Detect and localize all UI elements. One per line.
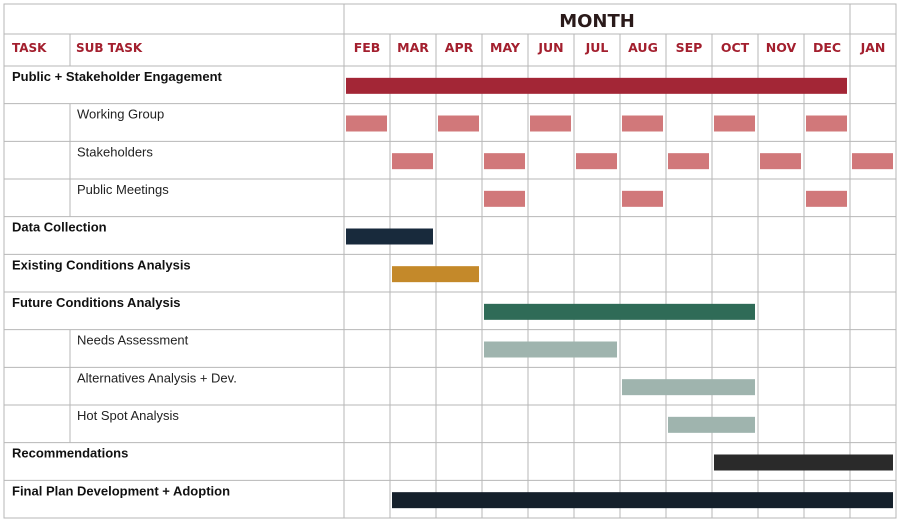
- gantt-bar: [438, 115, 479, 132]
- gantt-bar: [392, 153, 433, 170]
- month-label-apr: APR: [445, 40, 474, 55]
- task-label: Existing Conditions Analysis: [12, 257, 191, 272]
- gantt-bar: [622, 190, 663, 207]
- gantt-bar: [806, 115, 847, 132]
- task-label: Public + Stakeholder Engagement: [12, 69, 223, 84]
- month-labels: FEB MAR APR MAY JUN JUL AUG SEP OCT NOV DEC JAN: [354, 40, 886, 55]
- gantt-bar: [852, 153, 893, 170]
- gantt-bar: [484, 303, 755, 320]
- gantt-bar: [392, 492, 893, 509]
- subtask-label: Stakeholders: [77, 144, 153, 159]
- gantt-bar: [346, 228, 433, 245]
- gantt-bar: [760, 153, 801, 170]
- grid-lines: [3, 3, 897, 519]
- subtask-column-header: SUB TASK: [76, 41, 143, 55]
- task-column-header: TASK: [12, 41, 47, 55]
- row-labels: Public + Stakeholder Engagement Working G…: [12, 69, 237, 498]
- task-label: Final Plan Development + Adoption: [12, 483, 230, 498]
- gantt-bar: [668, 153, 709, 170]
- gantt-bar: [530, 115, 571, 132]
- gantt-bar: [806, 190, 847, 207]
- gantt-bar: [714, 115, 755, 132]
- bars: [346, 77, 893, 509]
- gantt-bar: [484, 341, 617, 358]
- task-label: Recommendations: [12, 446, 128, 461]
- subtask-label: Public Meetings: [77, 182, 169, 197]
- gantt-bar: [484, 153, 525, 170]
- subtask-label: Working Group: [77, 107, 164, 122]
- month-label-jun: JUN: [537, 40, 563, 55]
- month-label-aug: AUG: [628, 40, 658, 55]
- subtask-label: Needs Assessment: [77, 333, 189, 348]
- month-label-nov: NOV: [766, 40, 797, 55]
- month-label-dec: DEC: [813, 40, 841, 55]
- month-label-oct: OCT: [721, 40, 750, 55]
- month-label-may: MAY: [490, 40, 521, 55]
- gantt-bar: [622, 379, 755, 396]
- month-label-feb: FEB: [354, 40, 381, 55]
- subtask-label: Alternatives Analysis + Dev.: [77, 370, 237, 385]
- subtask-label: Hot Spot Analysis: [77, 408, 179, 423]
- month-title: MONTH: [559, 11, 635, 32]
- gantt-bar: [346, 77, 847, 94]
- gantt-bar: [484, 190, 525, 207]
- gantt-bar: [392, 266, 479, 283]
- month-label-jul: JUL: [585, 40, 609, 55]
- gantt-bar: [346, 115, 387, 132]
- gantt-bar: [576, 153, 617, 170]
- month-label-sep: SEP: [676, 40, 703, 55]
- gantt-bar: [714, 454, 893, 471]
- gantt-bar: [668, 416, 755, 433]
- task-label: Data Collection: [12, 220, 107, 235]
- gantt-bar: [622, 115, 663, 132]
- month-label-jan: JAN: [860, 40, 886, 55]
- task-label: Future Conditions Analysis: [12, 295, 181, 310]
- month-label-mar: MAR: [397, 40, 429, 55]
